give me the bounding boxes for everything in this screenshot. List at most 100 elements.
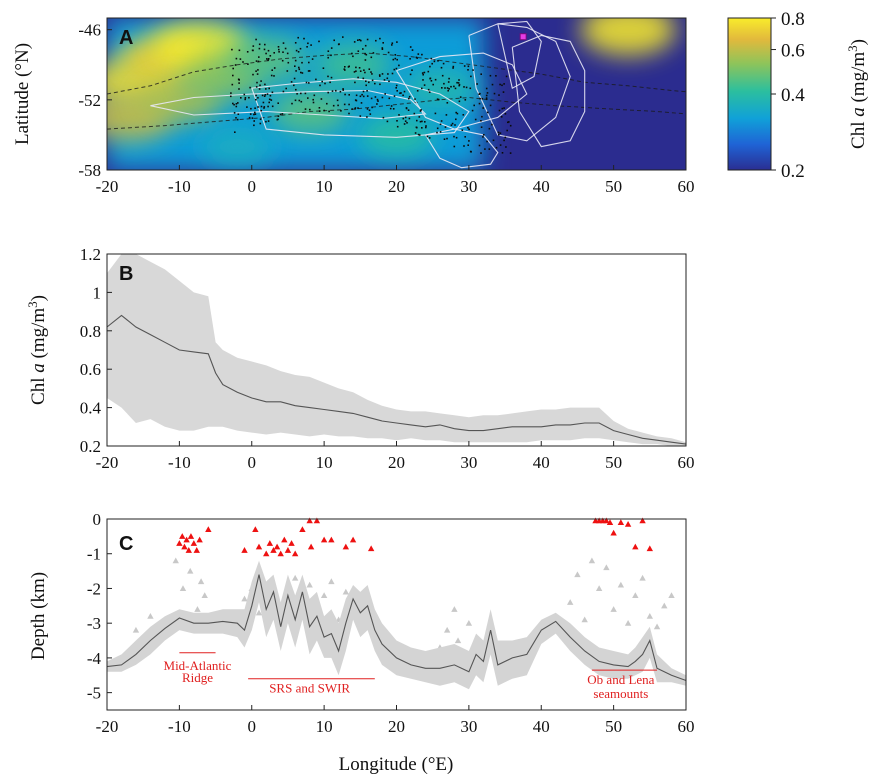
float-point <box>455 136 458 139</box>
red-seamount-marker <box>205 526 212 532</box>
red-seamount-marker <box>306 517 313 524</box>
float-point <box>344 69 346 71</box>
grey-seamount-marker <box>255 609 263 616</box>
chlorophyll-field <box>107 18 677 170</box>
float-point <box>278 51 280 53</box>
float-point <box>270 74 273 77</box>
float-point <box>467 69 469 71</box>
grey-seamount-marker <box>661 602 668 609</box>
grey-seamount-marker <box>291 574 299 581</box>
grey-seamount-marker <box>443 626 451 633</box>
panel-b-label: B <box>119 263 133 285</box>
red-seamount-marker <box>273 543 281 550</box>
panel-b-y-ticks: 0.2 0.4 0.6 0.8 1 1.2 <box>80 245 112 456</box>
red-seamount-marker <box>179 533 186 539</box>
float-point <box>437 60 439 62</box>
grey-seamount-marker <box>617 581 625 588</box>
float-point <box>330 47 333 49</box>
float-point <box>255 70 257 72</box>
float-point <box>416 119 418 122</box>
panel-b-x-tick-label: 60 <box>678 453 695 472</box>
float-point <box>419 120 422 123</box>
float-point <box>371 73 373 75</box>
float-point <box>389 107 392 110</box>
float-point <box>432 83 434 86</box>
float-point <box>282 90 285 93</box>
float-point <box>382 116 385 119</box>
float-point <box>454 124 456 126</box>
float-point <box>381 73 384 75</box>
float-point <box>409 46 412 48</box>
float-point <box>318 110 321 112</box>
colorbar-tick-label: 0.4 <box>781 85 805 106</box>
red-seamount-marker <box>639 517 646 524</box>
float-point <box>347 66 350 68</box>
float-point <box>467 126 469 129</box>
float-point <box>268 87 270 90</box>
float-point <box>284 47 287 50</box>
float-point <box>366 38 369 41</box>
float-track <box>511 34 586 148</box>
float-point <box>446 102 449 104</box>
chl-patch <box>314 43 392 87</box>
float-point <box>481 115 483 118</box>
red-seamount-marker <box>288 540 295 546</box>
panel-a-x-ticks: -20 -10 0 10 20 30 40 50 60 <box>96 165 695 196</box>
float-point <box>258 43 261 46</box>
float-point <box>237 113 240 115</box>
float-point <box>263 107 265 109</box>
chl-patch <box>201 126 274 167</box>
float-point <box>271 91 274 94</box>
float-point <box>298 66 300 69</box>
float-point <box>456 81 458 84</box>
float-point <box>294 59 297 62</box>
float-point <box>379 83 381 86</box>
float-point <box>250 107 252 110</box>
panel-b-x-tick-label: 30 <box>460 453 477 472</box>
float-point <box>265 52 267 55</box>
float-point <box>362 95 365 98</box>
panel-c-x-tick-label: 20 <box>388 717 405 736</box>
float-point <box>235 117 237 119</box>
float-point <box>499 144 502 146</box>
float-point <box>436 98 439 100</box>
float-point <box>358 39 361 41</box>
grey-seamount-marker <box>172 557 179 564</box>
float-point <box>507 121 509 124</box>
float-point <box>441 87 443 89</box>
float-point <box>441 74 444 77</box>
panel-c-x-tick-label: 10 <box>316 717 333 736</box>
grey-seamount-marker <box>603 564 610 571</box>
float-point <box>230 95 232 98</box>
float-point <box>327 50 330 52</box>
float-point <box>358 67 361 69</box>
float-point <box>393 95 396 97</box>
float-point <box>328 110 330 113</box>
float-point <box>281 113 284 115</box>
float-point <box>370 56 373 59</box>
float-point <box>409 58 411 60</box>
red-seamount-marker <box>367 545 375 552</box>
float-point <box>453 145 456 148</box>
float-point <box>330 76 333 79</box>
float-point <box>271 105 274 108</box>
float-point <box>266 93 269 95</box>
float-point <box>321 80 323 83</box>
float-point <box>467 65 470 68</box>
float-point <box>509 124 512 127</box>
float-point <box>236 118 239 121</box>
float-point <box>267 58 270 60</box>
float-point <box>463 145 465 147</box>
panel-a-x-tick-label: 0 <box>248 177 257 196</box>
float-point <box>295 70 297 72</box>
float-point <box>452 65 455 68</box>
float-point <box>357 107 359 109</box>
float-point <box>421 127 423 129</box>
float-point <box>414 98 416 100</box>
float-point <box>273 52 275 54</box>
float-point <box>378 74 381 76</box>
float-point <box>430 57 433 60</box>
float-point <box>370 97 373 100</box>
float-point <box>391 42 394 44</box>
float-point <box>362 48 364 50</box>
